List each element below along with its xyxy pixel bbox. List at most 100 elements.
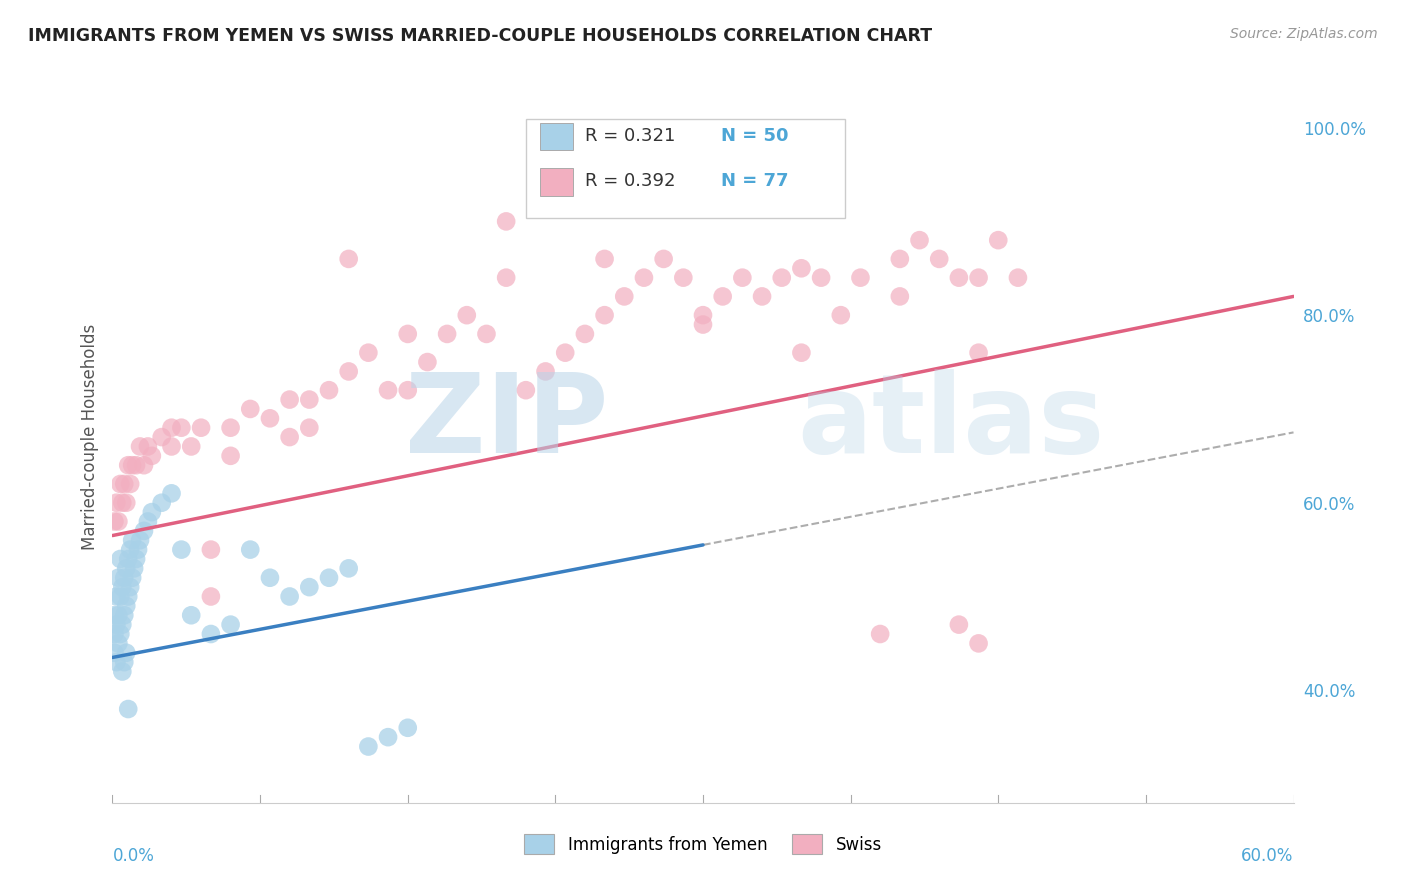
Point — [278, 392, 301, 407]
Point — [115, 496, 138, 510]
Point — [790, 261, 813, 276]
Point — [967, 636, 990, 650]
Point — [298, 420, 321, 434]
FancyBboxPatch shape — [540, 122, 574, 151]
Point — [1007, 270, 1029, 285]
Y-axis label: Married-couple Households: Married-couple Households — [80, 324, 98, 550]
Point — [534, 364, 557, 378]
Point — [107, 608, 129, 623]
Point — [318, 383, 340, 397]
Point — [117, 702, 139, 716]
Point — [475, 326, 498, 341]
Point — [298, 580, 321, 594]
FancyBboxPatch shape — [526, 119, 845, 218]
Point — [456, 308, 478, 322]
Point — [132, 458, 155, 473]
Point — [613, 289, 636, 303]
Text: IMMIGRANTS FROM YEMEN VS SWISS MARRIED-COUPLE HOUSEHOLDS CORRELATION CHART: IMMIGRANTS FROM YEMEN VS SWISS MARRIED-C… — [28, 27, 932, 45]
Text: atlas: atlas — [797, 369, 1105, 476]
Text: 60.0%: 60.0% — [1241, 847, 1294, 864]
Point — [170, 420, 193, 434]
Point — [105, 617, 128, 632]
Point — [125, 458, 148, 473]
Point — [132, 524, 155, 538]
Point — [396, 383, 419, 397]
Point — [121, 533, 143, 548]
Point — [105, 655, 128, 669]
Point — [357, 345, 380, 359]
Point — [259, 571, 281, 585]
Point — [112, 608, 135, 623]
Legend: Immigrants from Yemen, Swiss: Immigrants from Yemen, Swiss — [517, 828, 889, 860]
Point — [770, 270, 793, 285]
Point — [103, 646, 125, 660]
FancyBboxPatch shape — [540, 168, 574, 195]
Point — [120, 477, 142, 491]
Point — [318, 571, 340, 585]
Point — [111, 496, 134, 510]
Point — [150, 496, 173, 510]
Point — [593, 308, 616, 322]
Point — [110, 590, 132, 604]
Point — [948, 270, 970, 285]
Point — [200, 627, 222, 641]
Point — [136, 515, 159, 529]
Point — [121, 458, 143, 473]
Point — [337, 252, 360, 266]
Point — [107, 515, 129, 529]
Point — [239, 401, 262, 416]
Point — [967, 345, 990, 359]
Point — [136, 440, 159, 454]
Point — [115, 561, 138, 575]
Text: N = 77: N = 77 — [721, 172, 789, 190]
Point — [436, 326, 458, 341]
Text: ZIP: ZIP — [405, 369, 609, 476]
Point — [692, 308, 714, 322]
Point — [107, 636, 129, 650]
Point — [120, 542, 142, 557]
Point — [810, 270, 832, 285]
Point — [170, 542, 193, 557]
Point — [103, 627, 125, 641]
Point — [967, 270, 990, 285]
Text: Source: ZipAtlas.com: Source: ZipAtlas.com — [1230, 27, 1378, 41]
Point — [112, 655, 135, 669]
Point — [110, 477, 132, 491]
Point — [219, 420, 242, 434]
Point — [120, 580, 142, 594]
Point — [129, 440, 152, 454]
Point — [554, 345, 576, 359]
Point — [115, 599, 138, 613]
Point — [731, 270, 754, 285]
Point — [633, 270, 655, 285]
Point — [416, 355, 439, 369]
Point — [125, 552, 148, 566]
Point — [239, 542, 262, 557]
Point — [105, 496, 128, 510]
Point — [830, 308, 852, 322]
Text: R = 0.321: R = 0.321 — [585, 127, 675, 145]
Point — [141, 449, 163, 463]
Point — [107, 571, 129, 585]
Point — [219, 617, 242, 632]
Point — [672, 270, 695, 285]
Point — [160, 486, 183, 500]
Point — [278, 590, 301, 604]
Point — [908, 233, 931, 247]
Point — [127, 542, 149, 557]
Point — [357, 739, 380, 754]
Point — [337, 561, 360, 575]
Point — [112, 571, 135, 585]
Point — [150, 430, 173, 444]
Point — [692, 318, 714, 332]
Point — [110, 552, 132, 566]
Point — [115, 646, 138, 660]
Point — [337, 364, 360, 378]
Point — [849, 270, 872, 285]
Point — [495, 214, 517, 228]
Point — [574, 326, 596, 341]
Point — [111, 617, 134, 632]
Text: N = 50: N = 50 — [721, 127, 789, 145]
Point — [103, 515, 125, 529]
Point — [711, 289, 734, 303]
